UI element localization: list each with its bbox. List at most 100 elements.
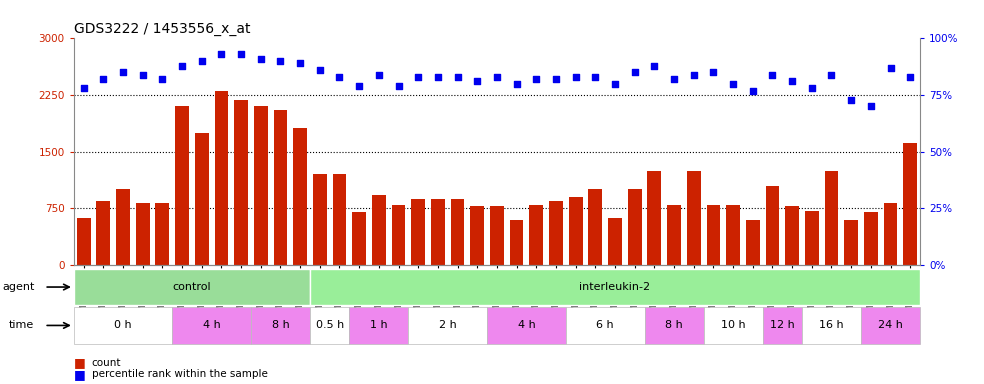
Text: 4 h: 4 h bbox=[203, 320, 220, 331]
Text: GDS3222 / 1453556_x_at: GDS3222 / 1453556_x_at bbox=[74, 22, 250, 36]
Point bbox=[509, 81, 524, 87]
Bar bbox=[825, 170, 838, 265]
Point bbox=[725, 81, 741, 87]
Point bbox=[174, 63, 190, 69]
Point bbox=[528, 76, 544, 82]
Point bbox=[489, 74, 505, 80]
Point bbox=[214, 51, 229, 57]
Point bbox=[430, 74, 446, 80]
Bar bbox=[487, 307, 566, 344]
Point bbox=[292, 60, 308, 66]
Point bbox=[548, 76, 564, 82]
Bar bbox=[310, 307, 349, 344]
Point bbox=[804, 85, 820, 91]
Bar bbox=[293, 127, 307, 265]
Text: 2 h: 2 h bbox=[439, 320, 457, 331]
Point bbox=[351, 83, 367, 89]
Bar bbox=[74, 307, 172, 344]
Text: ■: ■ bbox=[74, 368, 86, 381]
Bar bbox=[884, 203, 897, 265]
Text: 6 h: 6 h bbox=[596, 320, 614, 331]
Bar bbox=[74, 269, 310, 305]
Bar bbox=[349, 307, 408, 344]
Point bbox=[332, 74, 347, 80]
Bar bbox=[510, 220, 523, 265]
Bar bbox=[569, 197, 583, 265]
Bar bbox=[234, 100, 248, 265]
Point bbox=[824, 71, 839, 78]
Point bbox=[843, 96, 859, 103]
Point bbox=[135, 71, 151, 78]
Point bbox=[194, 58, 210, 64]
Text: 12 h: 12 h bbox=[769, 320, 795, 331]
Bar bbox=[470, 206, 484, 265]
Bar bbox=[251, 307, 310, 344]
Bar bbox=[310, 269, 920, 305]
Bar bbox=[195, 133, 209, 265]
Point bbox=[410, 74, 426, 80]
Text: 0 h: 0 h bbox=[114, 320, 132, 331]
Bar bbox=[372, 195, 386, 265]
Point bbox=[863, 103, 879, 109]
Bar bbox=[647, 170, 661, 265]
Point bbox=[253, 56, 269, 62]
Text: interleukin-2: interleukin-2 bbox=[580, 282, 650, 292]
Point bbox=[568, 74, 584, 80]
Bar bbox=[408, 307, 487, 344]
Bar bbox=[667, 205, 681, 265]
Point bbox=[646, 63, 662, 69]
Bar bbox=[77, 218, 91, 265]
Text: 16 h: 16 h bbox=[819, 320, 844, 331]
Point bbox=[273, 58, 288, 64]
Bar bbox=[116, 189, 130, 265]
Text: count: count bbox=[92, 358, 121, 368]
Bar bbox=[96, 201, 110, 265]
Bar bbox=[215, 91, 228, 265]
Bar bbox=[352, 212, 366, 265]
Bar bbox=[588, 189, 602, 265]
Bar bbox=[726, 205, 740, 265]
Bar bbox=[254, 106, 268, 265]
Bar bbox=[566, 307, 645, 344]
Text: control: control bbox=[172, 282, 212, 292]
Point bbox=[686, 71, 702, 78]
Bar bbox=[687, 170, 701, 265]
Point bbox=[469, 78, 485, 84]
Bar bbox=[844, 220, 858, 265]
Bar bbox=[805, 210, 819, 265]
Bar bbox=[274, 110, 287, 265]
Bar bbox=[861, 307, 920, 344]
Point bbox=[706, 69, 721, 75]
Point bbox=[745, 88, 761, 94]
Point bbox=[115, 69, 131, 75]
Bar bbox=[763, 307, 802, 344]
Bar bbox=[431, 199, 445, 265]
Bar bbox=[333, 174, 346, 265]
Point bbox=[233, 51, 249, 57]
Point bbox=[607, 81, 623, 87]
Bar bbox=[645, 307, 704, 344]
Bar bbox=[529, 205, 543, 265]
Point bbox=[883, 65, 898, 71]
Bar bbox=[903, 142, 917, 265]
Text: 8 h: 8 h bbox=[665, 320, 683, 331]
Bar bbox=[766, 186, 779, 265]
Point bbox=[371, 71, 387, 78]
Text: percentile rank within the sample: percentile rank within the sample bbox=[92, 369, 268, 379]
Text: 0.5 h: 0.5 h bbox=[316, 320, 343, 331]
Point bbox=[666, 76, 682, 82]
Bar bbox=[704, 307, 763, 344]
Point bbox=[312, 67, 328, 73]
Text: agent: agent bbox=[2, 282, 34, 292]
Text: 10 h: 10 h bbox=[720, 320, 746, 331]
Text: 24 h: 24 h bbox=[878, 320, 903, 331]
Bar bbox=[785, 206, 799, 265]
Text: 4 h: 4 h bbox=[518, 320, 535, 331]
Bar bbox=[411, 199, 425, 265]
Point bbox=[391, 83, 406, 89]
Point bbox=[765, 71, 780, 78]
Bar bbox=[549, 201, 563, 265]
Bar bbox=[802, 307, 861, 344]
Point bbox=[902, 74, 918, 80]
Point bbox=[154, 76, 170, 82]
